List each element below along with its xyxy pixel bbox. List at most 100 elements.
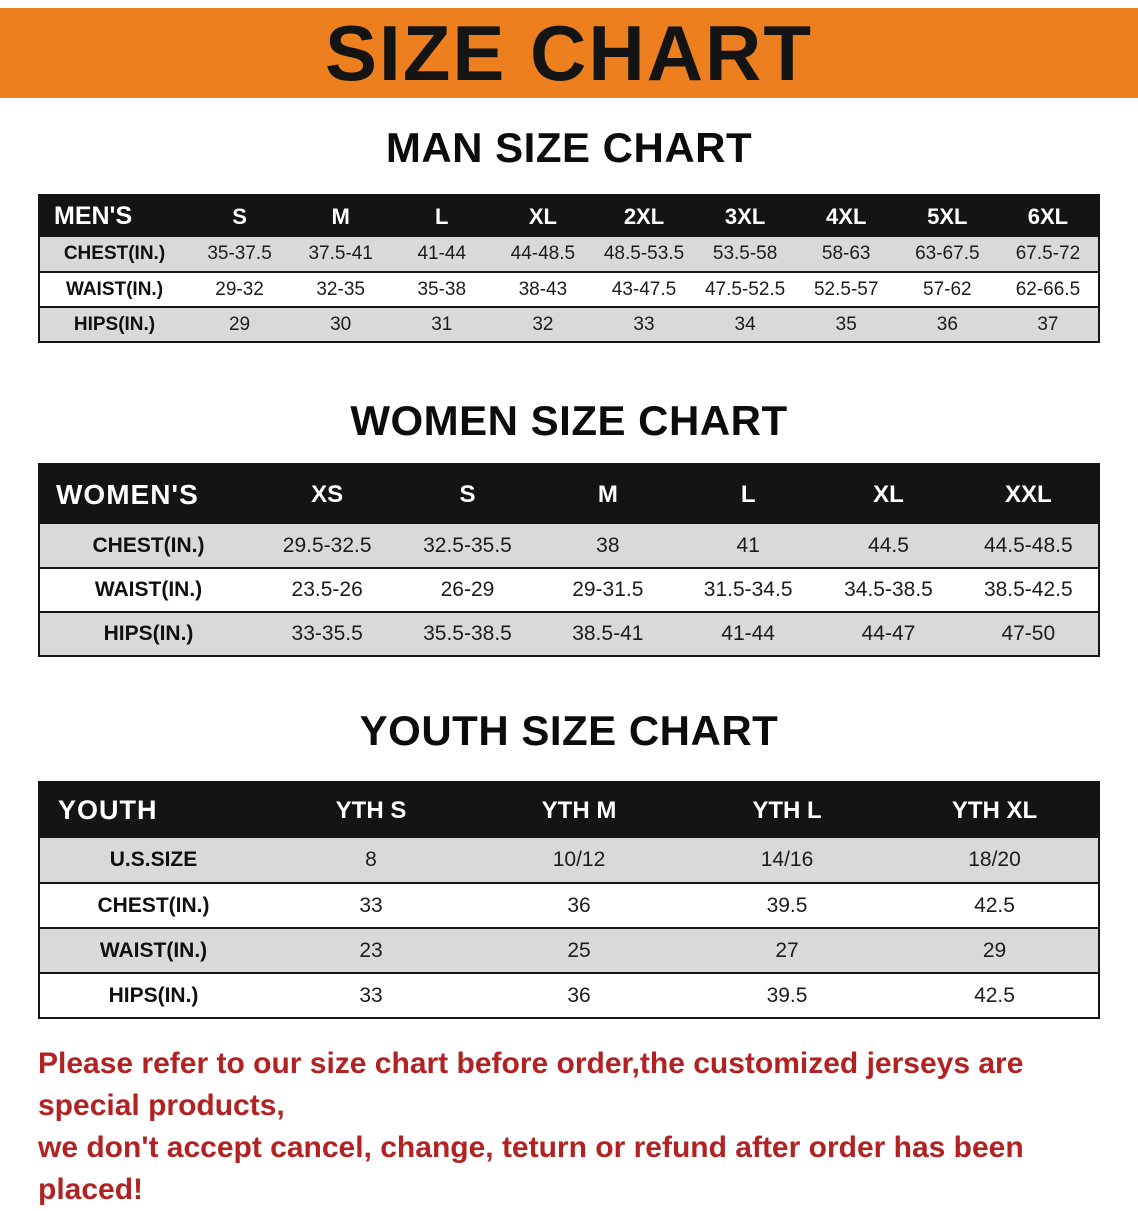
value-cell: 44-48.5 bbox=[510, 243, 576, 264]
value-cell: 39.5 bbox=[766, 983, 808, 1007]
value-cell: 8 bbox=[365, 848, 377, 871]
value-cell: 33 bbox=[633, 313, 655, 335]
disclaimer-line-1: Please refer to our size chart before or… bbox=[38, 1047, 1024, 1122]
value-cell: 35-37.5 bbox=[207, 243, 272, 264]
table-header-row: YOUTH YTH S YTH M YTH L YTH XL bbox=[39, 782, 1099, 838]
disclaimer-line-2: we don't accept cancel, change, teturn o… bbox=[38, 1131, 1024, 1206]
value-cell: 29 bbox=[228, 313, 251, 335]
size-header-cell: XL bbox=[492, 195, 594, 237]
value-cell: 48.5-53.5 bbox=[603, 243, 685, 264]
value-cell: 23 bbox=[359, 938, 383, 962]
value-cell: 42.5 bbox=[974, 983, 1015, 1007]
size-chart-banner: SIZE CHART bbox=[0, 8, 1138, 98]
table-header-row: MEN'S S M L XL 2XL 3XL 4XL 5XL 6XL bbox=[39, 195, 1099, 237]
size-header-cell: M bbox=[290, 195, 392, 237]
table-row: CHEST(IN.) 29.5-32.5 32.5-35.5 38 41 44.5 44.5… bbox=[39, 524, 1099, 568]
youth-size-table: YOUTH YTH S YTH M YTH L YTH XL U.S.SIZE 8 10/12… bbox=[38, 781, 1100, 1019]
row-label-cell: CHEST(IN.) bbox=[97, 893, 210, 917]
value-cell: 18/20 bbox=[968, 848, 1021, 871]
value-cell: 37 bbox=[1037, 313, 1059, 335]
value-cell: 33-35.5 bbox=[291, 622, 363, 645]
table-title-cell: YOUTH bbox=[39, 782, 267, 838]
size-header-cell: XXL bbox=[958, 464, 1099, 524]
table-row: HIPS(IN.) 33 36 39.5 42.5 bbox=[39, 973, 1099, 1018]
size-header-cell: 4XL bbox=[795, 195, 897, 237]
value-cell: 47-50 bbox=[1001, 622, 1056, 645]
value-cell: 35 bbox=[835, 313, 857, 335]
value-cell: 38 bbox=[596, 533, 620, 557]
size-header-cell: 3XL bbox=[694, 195, 796, 237]
value-cell: 29-32 bbox=[215, 278, 264, 300]
value-cell: 41-44 bbox=[417, 243, 467, 264]
value-cell: 31.5-34.5 bbox=[703, 578, 793, 601]
size-header-cell: XL bbox=[818, 464, 959, 524]
row-label-cell: HIPS(IN.) bbox=[73, 313, 156, 335]
value-cell: 25 bbox=[567, 938, 591, 962]
size-header-cell: S bbox=[397, 464, 538, 524]
value-cell: 23.5-26 bbox=[291, 578, 363, 601]
value-cell: 42.5 bbox=[974, 893, 1015, 917]
size-header-cell: 5XL bbox=[896, 195, 998, 237]
value-cell: 29.5-32.5 bbox=[282, 533, 372, 557]
value-cell: 10/12 bbox=[552, 848, 606, 871]
row-label-cell: WAIST(IN.) bbox=[94, 578, 203, 601]
value-cell: 58-63 bbox=[821, 243, 871, 264]
row-label-cell: CHEST(IN.) bbox=[92, 533, 205, 557]
value-cell: 33 bbox=[359, 983, 383, 1007]
size-header-cell: YTH L bbox=[683, 782, 891, 838]
disclaimer: Please refer to our size chart before or… bbox=[0, 1043, 1138, 1211]
size-header-cell: YTH M bbox=[475, 782, 683, 838]
value-cell: 39.5 bbox=[766, 893, 808, 917]
value-cell: 38.5-42.5 bbox=[983, 578, 1073, 601]
row-label-cell: WAIST(IN.) bbox=[65, 278, 164, 300]
men-size-table: MEN'S S M L XL 2XL 3XL 4XL 5XL 6XL CHEST(IN.) 35-37… bbox=[38, 194, 1100, 343]
value-cell: 44-47 bbox=[861, 622, 916, 645]
value-cell: 29-31.5 bbox=[572, 578, 644, 601]
value-cell: 34 bbox=[734, 313, 756, 335]
value-cell: 52.5-57 bbox=[813, 278, 879, 300]
men-section: MAN SIZE CHART MEN'S S M L XL 2XL 3XL 4XL 5XL 6XL… bbox=[0, 124, 1138, 343]
banner-title: SIZE CHART bbox=[325, 9, 813, 97]
table-row: U.S.SIZE 8 10/12 14/16 18/20 bbox=[39, 838, 1099, 883]
size-header-cell: 2XL bbox=[593, 195, 695, 237]
size-header-cell: XS bbox=[257, 464, 398, 524]
value-cell: 62-66.5 bbox=[1015, 278, 1081, 300]
row-label-cell: HIPS(IN.) bbox=[108, 983, 199, 1007]
value-cell: 44.5 bbox=[868, 533, 909, 557]
table-row: HIPS(IN.) 33-35.5 35.5-38.5 38.5-41 41-44 44-… bbox=[39, 612, 1099, 656]
table-title-cell: MEN'S bbox=[39, 195, 189, 237]
table-header-row: WOMEN'S XS S M L XL XXL bbox=[39, 464, 1099, 524]
value-cell: 27 bbox=[775, 938, 799, 962]
value-cell: 34.5-38.5 bbox=[844, 578, 933, 601]
value-cell: 37.5-41 bbox=[308, 243, 373, 264]
value-cell: 26-29 bbox=[440, 578, 495, 601]
value-cell: 63-67.5 bbox=[915, 243, 980, 264]
value-cell: 44.5-48.5 bbox=[983, 533, 1073, 557]
value-cell: 36 bbox=[936, 313, 958, 335]
table-row: WAIST(IN.) 29-32 32-35 35-38 38-43 43-47.5 47.… bbox=[39, 272, 1099, 307]
value-cell: 35-38 bbox=[417, 278, 467, 300]
value-cell: 32 bbox=[532, 313, 554, 335]
value-cell: 47.5-52.5 bbox=[704, 278, 786, 300]
value-cell: 36 bbox=[567, 983, 591, 1007]
table-row: CHEST(IN.) 33 36 39.5 42.5 bbox=[39, 883, 1099, 928]
size-header-cell: 6XL bbox=[997, 195, 1099, 237]
men-section-heading: MAN SIZE CHART bbox=[385, 124, 753, 171]
women-section: WOMEN SIZE CHART WOMEN'S XS S M L XL XXL CHEST(… bbox=[0, 397, 1138, 657]
row-label-cell: CHEST(IN.) bbox=[63, 243, 166, 264]
size-header-cell: YTH XL bbox=[891, 782, 1099, 838]
table-row: HIPS(IN.) 29 30 31 32 33 34 35 36 37 bbox=[39, 307, 1099, 342]
value-cell: 53.5-58 bbox=[712, 243, 778, 264]
value-cell: 36 bbox=[567, 893, 591, 917]
row-label-cell: WAIST(IN.) bbox=[99, 938, 208, 962]
value-cell: 35.5-38.5 bbox=[423, 622, 512, 645]
size-header-cell: L bbox=[391, 195, 493, 237]
value-cell: 32.5-35.5 bbox=[423, 533, 512, 557]
youth-section: YOUTH SIZE CHART YOUTH YTH S YTH M YTH L YTH… bbox=[0, 707, 1138, 1019]
value-cell: 67.5-72 bbox=[1015, 243, 1081, 264]
size-header-cell: S bbox=[189, 195, 291, 237]
value-cell: 29 bbox=[982, 938, 1007, 962]
youth-section-heading: YOUTH SIZE CHART bbox=[359, 707, 779, 754]
table-row: WAIST(IN.) 23.5-26 26-29 29-31.5 31.5-34.5 34… bbox=[39, 568, 1099, 612]
value-cell: 41-44 bbox=[721, 622, 775, 645]
